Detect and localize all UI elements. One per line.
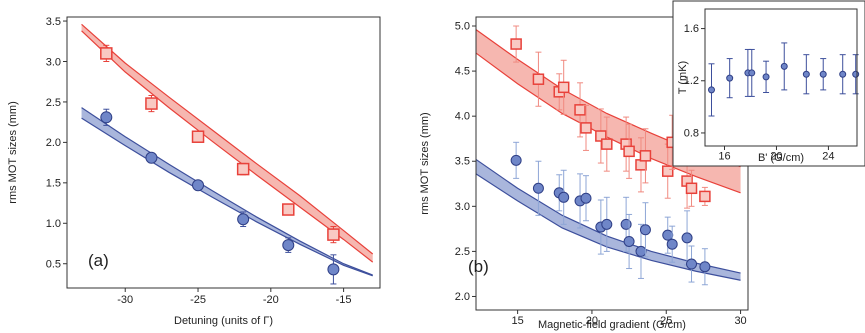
data-point-circle-blue	[620, 218, 632, 230]
y-tick-label: 2.5	[455, 246, 470, 258]
data-point-circle-blue	[327, 263, 340, 276]
x-tick-label: -20	[263, 294, 279, 306]
data-point-circle-blue	[639, 224, 651, 236]
data-point-square-red	[100, 47, 113, 60]
plot-frame	[66, 16, 381, 289]
data-point-circle-blue	[192, 179, 205, 192]
data-point-circle-blue	[635, 245, 647, 257]
data-point-circle-blue	[666, 238, 678, 250]
inset-background	[672, 0, 865, 167]
data-point-square-red	[601, 138, 613, 150]
data-point-circle-blue	[726, 74, 734, 82]
y-tick-label: 3.0	[46, 56, 61, 68]
data-point-square-red	[699, 190, 711, 203]
data-point-circle-blue	[510, 154, 522, 166]
data-point-circle-blue	[681, 232, 693, 244]
data-point-square-red	[595, 130, 607, 142]
data-point-circle-blue	[145, 151, 158, 164]
data-point-circle-blue	[580, 192, 592, 204]
x-axis-title: Magnetic-field gradient (G/cm)	[538, 319, 686, 331]
data-point-square-red	[532, 73, 545, 85]
x-tick-label: 30	[734, 315, 746, 327]
y-axis-title: rms MOT sizes (mm)	[7, 101, 19, 203]
data-point-circle-blue	[282, 239, 295, 252]
y-tick-label: 2.0	[46, 137, 61, 149]
plot-frame	[704, 8, 858, 147]
y-tick-label: 3.0	[455, 201, 470, 213]
x-tick-label: -30	[117, 294, 133, 306]
y-axis-title: T (mK)	[677, 61, 689, 94]
x-tick-label: 24	[822, 151, 834, 163]
x-axis-title: Detuning (units of Γ)	[174, 315, 273, 327]
data-point-circle-blue	[699, 261, 711, 273]
panel-label: (a)	[88, 251, 109, 270]
x-tick-label: 16	[718, 151, 730, 163]
fit-upper-line-blue	[81, 107, 373, 276]
fit-band-blue	[476, 159, 741, 281]
data-point-circle-blue	[707, 86, 715, 94]
data-point-circle-blue	[100, 111, 113, 124]
data-point-square-red	[510, 38, 522, 50]
data-point-square-red	[236, 162, 250, 176]
data-point-circle-blue	[762, 73, 770, 81]
data-point-circle-blue	[237, 213, 250, 226]
data-point-square-red	[145, 97, 158, 110]
data-point-circle-blue	[839, 70, 847, 78]
data-point-circle-blue	[662, 229, 674, 241]
data-point-square-red	[639, 150, 652, 162]
x-tick-label: 15	[511, 315, 523, 327]
x-tick-label: 20	[586, 315, 598, 327]
y-tick-label: 5.0	[455, 21, 470, 33]
x-tick-label: -25	[190, 294, 206, 306]
x-tick-label: -15	[336, 294, 352, 306]
x-axis-title: B' (G/cm)	[758, 152, 804, 164]
data-point-circle-blue	[686, 258, 698, 270]
y-tick-label: 0.5	[46, 259, 61, 271]
y-tick-label: 1.6	[684, 23, 699, 35]
y-tick-label: 2.5	[46, 97, 61, 109]
data-point-square-red	[580, 122, 592, 134]
y-tick-label: 4.5	[455, 66, 470, 78]
y-tick-label: 1.5	[46, 178, 61, 190]
data-point-square-red	[661, 165, 674, 177]
panel-label: (b)	[468, 257, 489, 276]
data-point-circle-blue	[748, 69, 756, 77]
fit-band-blue	[81, 107, 373, 276]
data-point-circle-blue	[623, 235, 635, 247]
data-point-circle-blue	[532, 182, 544, 194]
data-point-circle-blue	[780, 62, 788, 70]
y-tick-label: 2.0	[455, 291, 470, 303]
chart-panel-a: -30 -25 -20 -15 0.5 1.0 1.5 2.0 2.5 3.0 3.5 Detunin…	[7, 16, 381, 327]
y-tick-label: 3.5	[455, 156, 470, 168]
x-tick-label: 20	[770, 151, 782, 163]
data-point-circle-blue	[802, 70, 810, 78]
data-point-square-red	[327, 228, 340, 241]
fit-lower-line-blue	[81, 117, 373, 277]
data-point-square-red	[685, 182, 698, 195]
fit-upper-line-red	[81, 23, 374, 255]
y-tick-label: 0.8	[684, 127, 699, 139]
chart-panel-inset: 16 20 24 0.8 1.2 1.6 B' (G/cm) T (mK)	[672, 0, 865, 167]
data-point-circle-blue	[852, 70, 860, 78]
data-point-square-red	[574, 104, 586, 116]
data-point-circle-blue	[558, 191, 570, 203]
data-point-square-red	[282, 203, 295, 216]
y-axis-title: rms MOT sizes (mm)	[419, 112, 431, 214]
y-tick-label: 1.2	[684, 75, 699, 87]
data-point-square-red	[191, 130, 205, 143]
x-tick-label: 25	[660, 315, 672, 327]
data-point-square-red	[557, 81, 570, 94]
y-tick-label: 1.0	[46, 218, 61, 230]
data-point-square-red	[623, 145, 635, 158]
data-point-circle-blue	[819, 70, 827, 78]
data-point-circle-blue	[601, 218, 613, 230]
y-tick-label: 3.5	[46, 16, 61, 28]
fit-band-red	[81, 24, 373, 263]
y-tick-label: 4.0	[455, 111, 470, 123]
